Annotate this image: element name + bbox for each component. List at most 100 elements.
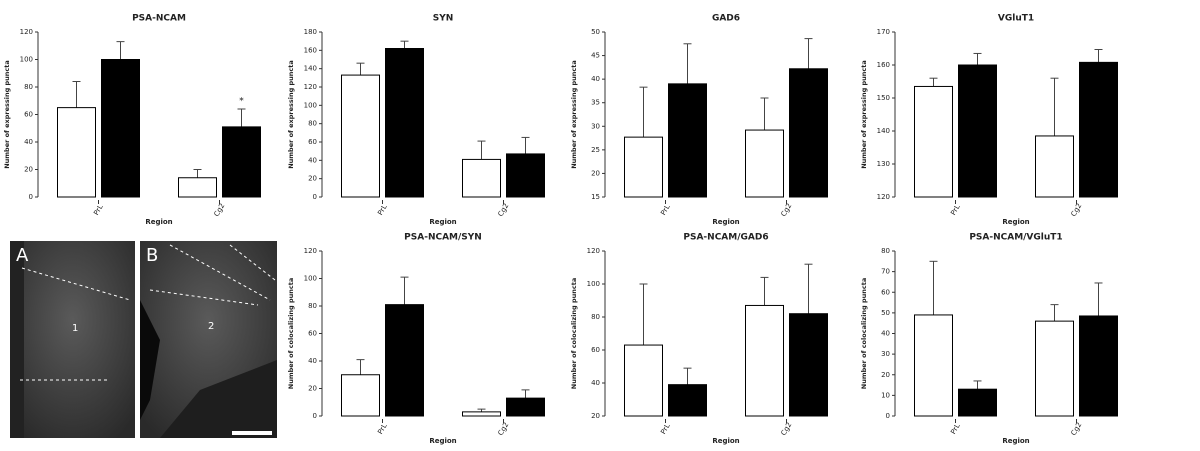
bar	[624, 344, 663, 417]
x-tick-label: Cg2	[1070, 202, 1084, 218]
y-tick-label: 150	[877, 94, 890, 102]
y-tick-label: 60	[881, 288, 890, 296]
y-tick-label: 40	[591, 75, 600, 83]
bar	[958, 64, 997, 198]
x-tick-label: Cg2	[213, 202, 227, 218]
y-tick-label: 160	[304, 46, 317, 54]
bar	[462, 411, 501, 417]
x-axis-label: Region	[145, 218, 172, 226]
y-tick-label: 10	[881, 391, 890, 399]
x-tick-label: Cg2	[497, 202, 511, 218]
y-tick-label: 20	[308, 385, 317, 393]
x-tick-label: PrL	[949, 203, 961, 217]
bar	[1035, 320, 1074, 417]
y-tick-label: 40	[881, 330, 890, 338]
bar	[958, 388, 997, 417]
bar	[385, 48, 424, 198]
x-tick-label: PrL	[659, 422, 671, 436]
bar	[668, 83, 707, 198]
x-tick-label: PrL	[376, 422, 388, 436]
y-tick-label: 70	[881, 268, 890, 276]
y-axis-label: Number of expressing puncta	[860, 60, 868, 169]
bar	[914, 85, 953, 198]
y-tick-label: 100	[20, 56, 33, 64]
x-tick-label: PrL	[92, 203, 104, 217]
x-axis-label: Region	[429, 437, 456, 445]
y-tick-label: 50	[591, 28, 600, 36]
y-tick-label: 120	[877, 193, 890, 201]
y-tick-label: 140	[304, 65, 317, 73]
y-tick-label: 50	[881, 309, 890, 317]
micrograph-a	[10, 241, 135, 438]
y-axis-label: Number of expressing puncta	[3, 60, 11, 169]
y-tick-label: 20	[881, 371, 890, 379]
y-tick-label: 60	[308, 330, 317, 338]
bar	[341, 374, 380, 417]
y-tick-label: 15	[591, 193, 600, 201]
bar	[1079, 315, 1118, 417]
y-tick-label: 0	[29, 193, 33, 201]
y-tick-label: 100	[304, 275, 317, 283]
y-tick-label: 40	[308, 156, 317, 164]
y-tick-label: 120	[304, 247, 317, 255]
bar	[668, 384, 707, 417]
y-tick-label: 160	[877, 61, 890, 69]
y-tick-label: 80	[308, 120, 317, 128]
chart-title: PSA-NCAM/GAD6	[683, 233, 768, 243]
y-tick-label: 130	[877, 160, 890, 168]
y-tick-label: 100	[587, 280, 600, 288]
bar	[222, 126, 261, 198]
bar	[385, 304, 424, 417]
y-tick-label: 60	[24, 111, 33, 119]
bar	[506, 153, 545, 198]
bar	[914, 314, 953, 417]
y-tick-label: 45	[591, 52, 600, 60]
y-axis-label: Number of colocalizing puncta	[860, 278, 868, 389]
bar	[101, 59, 140, 198]
region-label: 2	[208, 321, 214, 332]
bar	[57, 107, 96, 198]
y-tick-label: 0	[886, 412, 890, 420]
y-axis-label: Number of expressing puncta	[570, 60, 578, 169]
bar	[1079, 61, 1118, 198]
y-tick-label: 20	[591, 412, 600, 420]
x-tick-label: PrL	[949, 422, 961, 436]
y-axis-label: Number of expressing puncta	[287, 60, 295, 169]
y-tick-label: 80	[308, 302, 317, 310]
y-tick-label: 80	[591, 313, 600, 321]
y-tick-label: 20	[308, 175, 317, 183]
bar	[745, 129, 784, 198]
chart-title: PSA-NCAM/VGluT1	[969, 233, 1062, 243]
bar	[1035, 135, 1074, 198]
y-tick-label: 140	[877, 127, 890, 135]
y-tick-label: 60	[308, 138, 317, 146]
annotation: *	[239, 97, 244, 107]
y-tick-label: 180	[304, 28, 317, 36]
bar	[341, 74, 380, 198]
y-tick-label: 170	[877, 28, 890, 36]
bar	[506, 397, 545, 417]
y-tick-label: 100	[304, 101, 317, 109]
y-tick-label: 120	[304, 83, 317, 91]
y-axis-label: Number of colocalizing puncta	[287, 278, 295, 389]
x-axis-label: Region	[712, 437, 739, 445]
y-tick-label: 80	[881, 247, 890, 255]
y-tick-label: 0	[313, 412, 317, 420]
chart-title: PSA-NCAM/SYN	[404, 233, 482, 243]
x-tick-label: PrL	[659, 203, 671, 217]
region-label: 1	[72, 323, 78, 334]
bar	[624, 136, 663, 198]
y-tick-label: 35	[591, 99, 600, 107]
y-tick-label: 60	[591, 346, 600, 354]
y-tick-label: 40	[591, 379, 600, 387]
chart-title: PSA-NCAM	[132, 14, 186, 24]
panel-label: B	[146, 245, 158, 266]
y-tick-label: 40	[24, 138, 33, 146]
y-axis-label: Number of colocalizing puncta	[570, 278, 578, 389]
x-tick-label: Cg2	[780, 421, 794, 437]
x-axis-label: Region	[1002, 437, 1029, 445]
y-tick-label: 30	[881, 350, 890, 358]
bar	[789, 68, 828, 198]
y-tick-label: 20	[591, 169, 600, 177]
chart-title: GAD6	[712, 14, 740, 24]
